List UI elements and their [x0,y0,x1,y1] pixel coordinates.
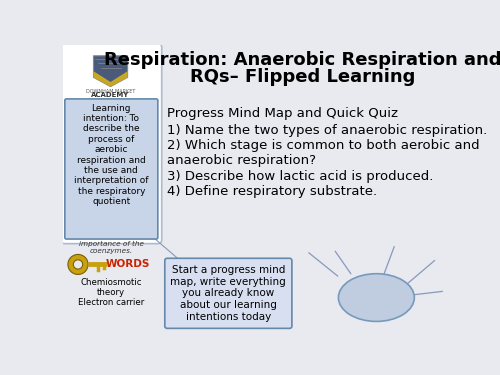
Text: anaerobic respiration?: anaerobic respiration? [167,154,316,167]
Text: importance of the
coenzymes.: importance of the coenzymes. [79,242,144,255]
Text: 1) Name the two types of anaerobic respiration.: 1) Name the two types of anaerobic respi… [167,123,488,136]
Text: Progress Mind Map and Quick Quiz: Progress Mind Map and Quick Quiz [167,106,398,120]
FancyBboxPatch shape [65,99,158,239]
Ellipse shape [338,274,414,321]
Text: WORDS: WORDS [106,260,150,270]
FancyBboxPatch shape [165,258,292,328]
Text: 2) Which stage is common to both aerobic and: 2) Which stage is common to both aerobic… [167,139,480,152]
Polygon shape [94,71,128,87]
Circle shape [68,255,88,274]
Text: 4) Define respiratory substrate.: 4) Define respiratory substrate. [167,185,378,198]
Text: 3) Describe how lactic acid is produced.: 3) Describe how lactic acid is produced. [167,170,433,183]
Polygon shape [94,56,128,87]
Circle shape [74,260,82,269]
Text: RQs– Flipped Learning: RQs– Flipped Learning [190,68,416,86]
FancyBboxPatch shape [61,44,162,244]
Text: Chemiosmotic
theory
Electron carrier: Chemiosmotic theory Electron carrier [78,278,144,308]
Text: DOWNHAM MARKET: DOWNHAM MARKET [86,89,135,94]
Text: Start a progress mind
map, write everything
you already know
about our learning
: Start a progress mind map, write everyth… [170,265,286,322]
Text: ACADEMY: ACADEMY [92,92,130,98]
Text: Respiration: Anaerobic Respiration and: Respiration: Anaerobic Respiration and [104,51,500,69]
Text: Learning
intention: To
describe the
process of
aerobic
respiration and
the use a: Learning intention: To describe the proc… [74,104,148,206]
